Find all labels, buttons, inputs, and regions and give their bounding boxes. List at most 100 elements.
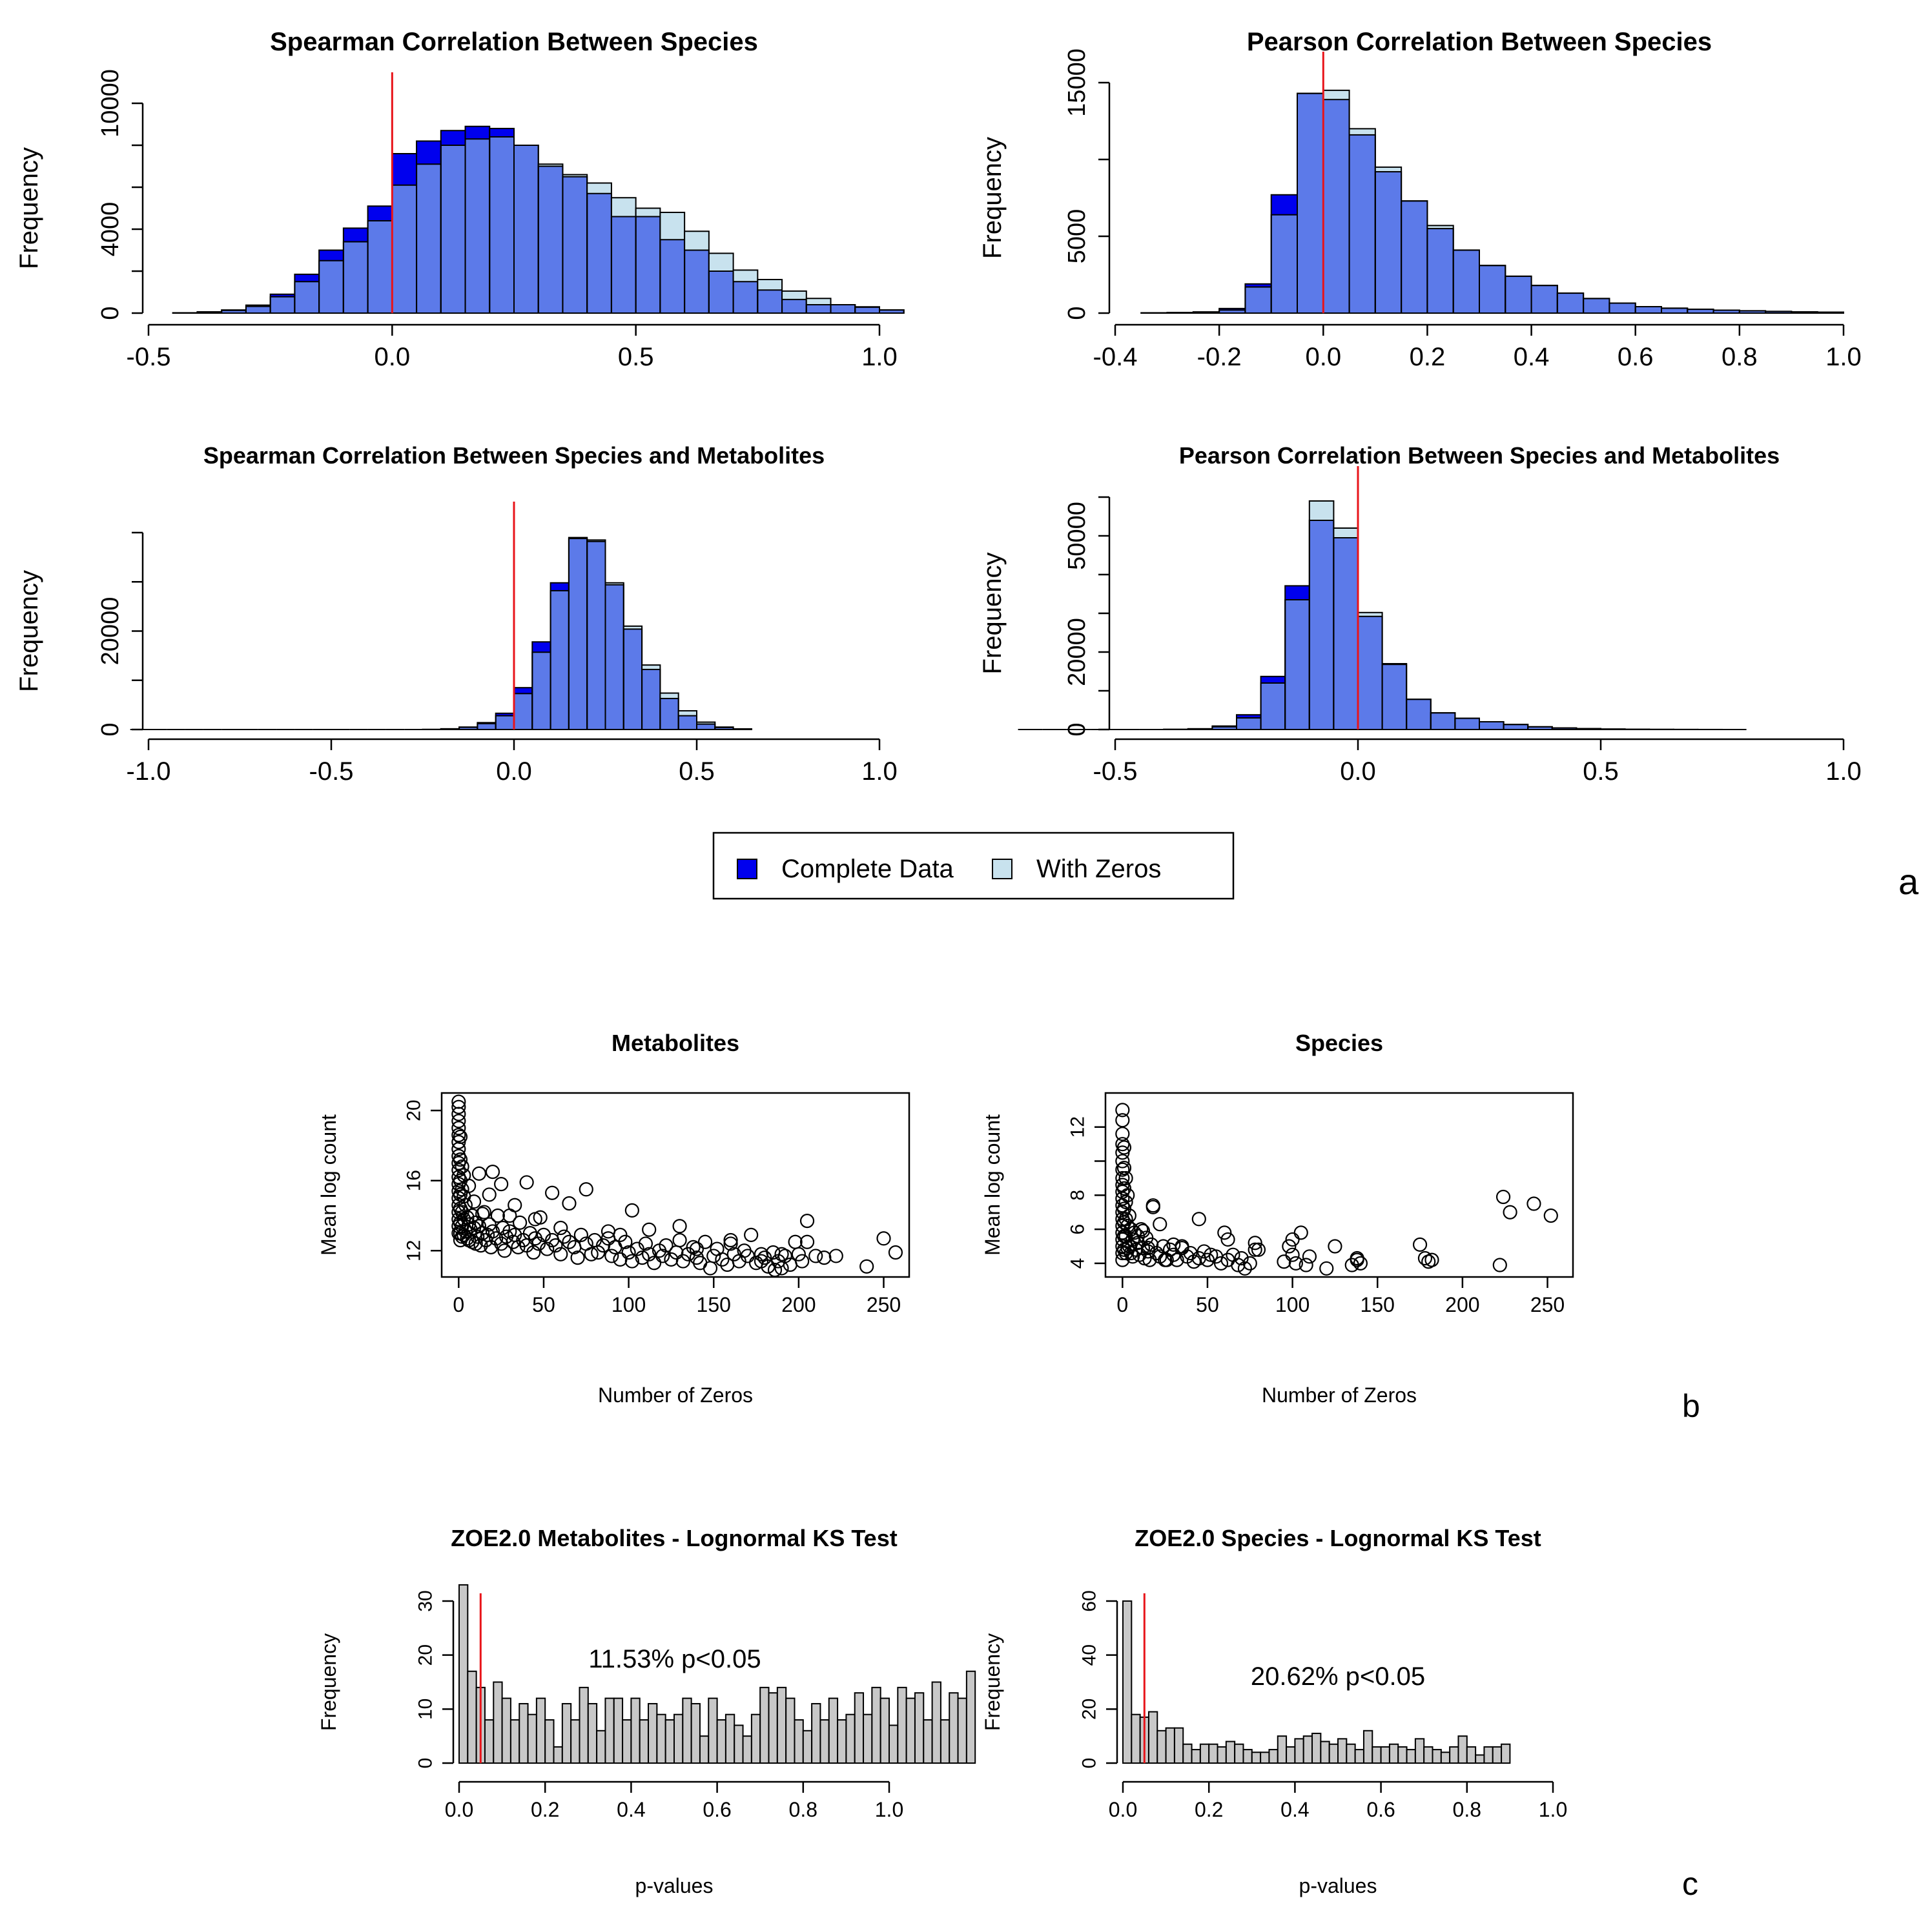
- hist-bar-excess: [642, 665, 661, 669]
- y-tick-label: 50000: [1064, 502, 1091, 570]
- pvalue-bar: [570, 1719, 581, 1764]
- pvalue-bar: [467, 1670, 477, 1764]
- y-tick-label: 15000: [1064, 48, 1091, 117]
- legend-label-zeros: With Zeros: [1036, 855, 1161, 883]
- hist-bar-overlap: [477, 723, 496, 730]
- hist-bar-overlap: [568, 538, 588, 730]
- chart-title: Spearman Correlation Between Species: [270, 28, 758, 56]
- x-tick-label: 0.0: [1109, 1798, 1137, 1821]
- hist-bar-outline-zeros: [732, 728, 752, 731]
- scatter-point: [624, 1254, 639, 1269]
- pvalue-bar: [484, 1719, 495, 1764]
- hist-bar-overlap: [757, 290, 783, 313]
- pvalue-bar: [1483, 1746, 1494, 1764]
- hist-bar-overlap: [1479, 722, 1504, 730]
- hist-bar-overlap: [294, 281, 320, 313]
- hist-bar-excess: [757, 280, 783, 291]
- x-tick-label: 0.0: [1340, 757, 1376, 786]
- scatter-point: [1175, 1239, 1189, 1254]
- scatter-point: [1156, 1239, 1171, 1254]
- pvalue-bar: [1251, 1751, 1262, 1764]
- x-tick-label: 0.0: [496, 757, 532, 786]
- scatter-point: [1166, 1237, 1181, 1252]
- hist-bar-excess: [684, 231, 709, 250]
- scatter-point: [462, 1178, 477, 1193]
- x-tick-label: 0.6: [703, 1798, 731, 1821]
- legend-label-complete: Complete Data: [781, 855, 954, 883]
- x-tick-label: -0.5: [1093, 757, 1138, 786]
- y-axis-label: Frequency: [15, 147, 43, 269]
- hist-bar-excess: [319, 250, 344, 261]
- pvalue-bar: [768, 1692, 778, 1764]
- pvalue-bar: [1457, 1735, 1468, 1764]
- x-tick-label: 0.5: [618, 343, 654, 371]
- scatter-point: [475, 1207, 490, 1221]
- chart-title: ZOE2.0 Species - Lognormal KS Test: [1135, 1525, 1541, 1551]
- pvalue-bar: [923, 1719, 933, 1764]
- scatter-point: [624, 1203, 639, 1218]
- chart-title: Pearson Correlation Between Species: [1247, 28, 1712, 56]
- hist-bar-overlap: [1528, 726, 1552, 730]
- scatter-point: [579, 1182, 593, 1197]
- hist-bar-overlap: [1661, 308, 1688, 313]
- hist-bar-excess: [1219, 308, 1246, 311]
- scatter-point: [1134, 1222, 1149, 1237]
- hist-bar-overlap: [319, 260, 344, 313]
- scatter-point: [570, 1251, 585, 1265]
- scatter-point: [482, 1187, 497, 1202]
- x-tick-label: 0.2: [531, 1798, 559, 1821]
- pvalue-bar: [1362, 1730, 1373, 1764]
- panel-label-a: a: [1898, 861, 1919, 902]
- x-tick-label: 50: [1196, 1293, 1219, 1316]
- hist-bar-overlap: [1765, 311, 1792, 313]
- scatter-point: [1116, 1161, 1132, 1176]
- pvalue-bar: [690, 1702, 701, 1764]
- pvalue-bar: [1131, 1713, 1141, 1764]
- hist-bar-overlap: [440, 145, 466, 313]
- hist-bar-overlap: [1375, 172, 1402, 313]
- scatter-point: [1140, 1241, 1155, 1256]
- scatter-point: [621, 1245, 636, 1260]
- scatter-point: [1242, 1256, 1257, 1271]
- metabolites-scatter: Metabolites Mean log count Number of Zeros…: [317, 1030, 910, 1407]
- y-tick-label: 12: [1067, 1116, 1089, 1138]
- x-tick-label: -0.4: [1093, 343, 1138, 371]
- hist-bar-excess: [1285, 586, 1310, 600]
- scatter-point: [548, 1238, 563, 1253]
- scatter-point: [1251, 1242, 1266, 1257]
- scatter-point: [715, 1252, 730, 1267]
- pvalue-bar: [1277, 1735, 1288, 1764]
- scatter-point: [455, 1205, 469, 1220]
- scatter-point: [1293, 1225, 1308, 1240]
- scatter-point: [1158, 1252, 1173, 1267]
- pvalue-bar: [889, 1724, 899, 1764]
- x-tick-label: 1.0: [861, 757, 898, 786]
- hist-bar-excess: [1358, 612, 1382, 617]
- y-tick-label: 40: [1079, 1644, 1100, 1666]
- scatter-point: [1116, 1181, 1132, 1196]
- pvalue-bar: [579, 1686, 589, 1764]
- hist-bar-overlap: [1271, 214, 1297, 313]
- hist-bar-overlap: [1557, 293, 1584, 313]
- pvalue-bar: [682, 1697, 692, 1764]
- hist-bar-overlap: [1453, 250, 1479, 313]
- hist-bar-overlap: [1531, 285, 1557, 313]
- scatter-point: [791, 1247, 806, 1261]
- scatter-point: [744, 1227, 759, 1242]
- hist-bar-overlap: [587, 541, 606, 730]
- chart-title: Species: [1295, 1030, 1383, 1056]
- x-tick-label: 250: [867, 1293, 901, 1316]
- scatter-point: [672, 1219, 687, 1234]
- pvalue-bar: [1320, 1741, 1330, 1764]
- x-tick-label: 1.0: [1825, 343, 1862, 371]
- scatter-point: [484, 1240, 498, 1254]
- pvalue-bar: [1286, 1746, 1296, 1764]
- scatter-point: [1319, 1261, 1334, 1276]
- hist-bar-excess: [1427, 225, 1454, 229]
- scatter-point: [642, 1247, 657, 1261]
- hist-bar-excess: [1260, 676, 1286, 683]
- hist-bar-overlap: [489, 137, 514, 313]
- species-scatter: Species Mean log count Number of Zeros 0 50 1…: [981, 1030, 1574, 1407]
- x-tick-label: 250: [1530, 1293, 1565, 1316]
